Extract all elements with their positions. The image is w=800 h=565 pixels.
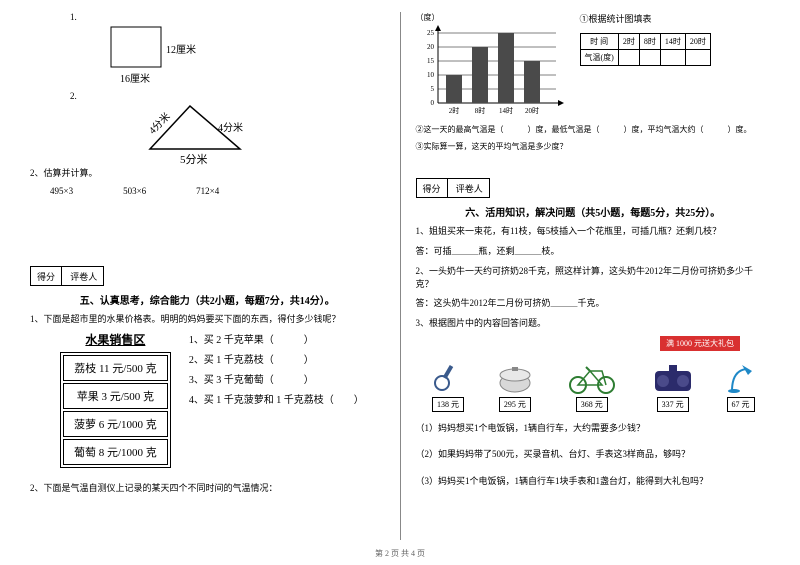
- tc-2: 14时: [660, 34, 685, 50]
- q6-1: 1、姐姐买来一束花，有11枝，每5枝插入一个花瓶里，可插几瓶？还剩几枝？: [416, 225, 771, 238]
- cooker-price: 295 元: [499, 397, 531, 412]
- svg-text:20时: 20时: [525, 106, 539, 115]
- grader-label: 评卷人: [450, 179, 489, 197]
- chart-ylabel: （度）: [416, 12, 566, 23]
- svg-text:5: 5: [430, 85, 434, 93]
- radio-price: 337 元: [657, 397, 689, 412]
- left-column: 1. 12厘米 16厘米 2. 4分米 4分米 5分米 2、估算并计算。: [30, 12, 400, 540]
- item-bike: 368 元: [564, 359, 620, 412]
- svg-text:2时: 2时: [448, 106, 459, 115]
- est-title: 2、估算并计算。: [30, 167, 385, 180]
- bike-price: 368 元: [576, 397, 608, 412]
- gift-banner: 满 1000 元送大礼包: [660, 336, 740, 351]
- tc-0: 2时: [618, 34, 639, 50]
- cooker-icon: [495, 359, 535, 395]
- sub3: （3）妈妈买1个电饭锅，1辆自行车1块手表和1盏台灯，能得到大礼包吗？: [416, 475, 771, 488]
- svg-text:0: 0: [430, 99, 434, 107]
- score-box: 得分 评卷人: [30, 266, 104, 286]
- items-row: 138 元 295 元 368 元: [416, 359, 771, 412]
- fruit-header: 水果销售区: [60, 331, 171, 348]
- fruit-table: 荔枝 11 元/500 克 苹果 3 元/500 克 菠萝 6 元/1000 克…: [60, 352, 171, 468]
- temp-table: 时 间 2时 8时 14时 20时 气温(度): [580, 33, 711, 66]
- th-temp: 气温(度): [580, 50, 618, 66]
- buy-1: 2、买 1 千克荔枝（ ）: [189, 351, 364, 371]
- q5-2: 2、下面是气温自测仪上记录的某天四个不同时间的气温情况：: [30, 482, 385, 495]
- a6-1: 答：可插＿＿＿瓶，还剩＿＿＿枝。: [416, 244, 771, 257]
- svg-text:20: 20: [427, 43, 435, 51]
- bike-icon: [564, 359, 620, 395]
- est2: 503×6: [123, 186, 146, 196]
- est1: 495×3: [50, 186, 73, 196]
- bar-chart-svg: 25 20 15 10 5 0: [416, 23, 566, 118]
- blank-cell[interactable]: [639, 50, 660, 66]
- right-column: （度） 25 20 15 10 5: [400, 12, 771, 540]
- q5-1: 1、下面是超市里的水果价格表。明明的妈妈要买下面的东西，得付多少钱呢？: [30, 313, 385, 326]
- svg-text:10: 10: [427, 71, 435, 79]
- grader-label: 评卷人: [64, 267, 103, 285]
- chart-row: （度） 25 20 15 10 5: [416, 12, 771, 118]
- fruit-row-2: 菠萝 6 元/1000 克: [63, 411, 168, 437]
- fruit-row-0: 荔枝 11 元/500 克: [63, 355, 168, 381]
- blank-cell[interactable]: [660, 50, 685, 66]
- fruit-row-3: 葡萄 8 元/1000 克: [63, 439, 168, 465]
- page: 1. 12厘米 16厘米 2. 4分米 4分米 5分米 2、估算并计算。: [0, 0, 800, 540]
- rectangle-shape: [110, 26, 170, 70]
- lamp-icon: [726, 359, 756, 395]
- buy-3: 4、买 1 千克菠萝和 1 千克荔枝（ ）: [189, 391, 364, 411]
- svg-text:14时: 14时: [499, 106, 513, 115]
- gift-wrap: 满 1000 元送大礼包: [416, 336, 741, 355]
- rect-height-label: 12厘米: [166, 41, 196, 56]
- sub1: （1）妈妈想买1个电饭锅，1辆自行车，大约需要多少钱？: [416, 422, 771, 435]
- item-cooker: 295 元: [495, 359, 535, 412]
- note3: ③实际算一算，这天的平均气温是多少度？: [416, 141, 771, 152]
- q6-2: 2、一头奶牛一天约可挤奶28千克，照这样计算，这头奶牛2012年二月份可挤奶多少…: [416, 265, 771, 290]
- buy-list: 1、买 2 千克苹果（ ） 2、买 1 千克荔枝（ ） 3、买 3 千克葡萄（ …: [189, 331, 364, 411]
- bar-chart: （度） 25 20 15 10 5: [416, 12, 566, 118]
- score-row-6: 得分 评卷人: [416, 178, 771, 198]
- item-radio: 337 元: [649, 359, 697, 412]
- section5-title: 五、认真思考，综合能力（共2小题，每题7分，共14分）。: [30, 292, 385, 307]
- blank-cell[interactable]: [618, 50, 639, 66]
- lamp-price: 67 元: [727, 397, 755, 412]
- fruit-row-1: 苹果 3 元/500 克: [63, 383, 168, 409]
- blank-cell[interactable]: [685, 50, 710, 66]
- shape1-num: 1.: [70, 12, 77, 22]
- svg-text:15: 15: [427, 57, 435, 65]
- q6-3: 3、根据图片中的内容回答问题。: [416, 317, 771, 330]
- item-lamp: 67 元: [726, 359, 756, 412]
- shape2-num: 2.: [70, 91, 77, 101]
- tc-1: 8时: [639, 34, 660, 50]
- a6-2: 答：这头奶牛2012年二月份可挤奶＿＿＿千克。: [416, 296, 771, 309]
- sub2: （2）如果妈妈带了500元，买录音机、台灯、手表这3样商品，够吗？: [416, 448, 771, 461]
- buy-2: 3、买 3 千克葡萄（ ）: [189, 371, 364, 391]
- item-watch: 138 元: [430, 359, 466, 412]
- tri-side-b: 4分米: [218, 119, 243, 134]
- score-label: 得分: [31, 267, 62, 285]
- radio-icon: [649, 359, 697, 395]
- svg-text:8时: 8时: [474, 106, 485, 115]
- fruit-table-wrap: 水果销售区 荔枝 11 元/500 克 苹果 3 元/500 克 菠萝 6 元/…: [60, 331, 171, 468]
- section6-title: 六、活用知识，解决问题（共5小题，每题5分，共25分）。: [416, 204, 771, 219]
- score-box: 得分 评卷人: [416, 178, 490, 198]
- shape1-block: 1. 12厘米 16厘米: [70, 12, 385, 85]
- watch-icon: [430, 359, 466, 395]
- est-row: 495×3 503×6 712×4: [50, 186, 385, 196]
- est3: 712×4: [196, 186, 219, 196]
- tc-3: 20时: [685, 34, 710, 50]
- watch-price: 138 元: [432, 397, 464, 412]
- rect-width-label: 16厘米: [120, 70, 385, 85]
- note2: ②这一天的最高气温是（ ）度，最低气温是（ ）度，平均气温大约（ ）度。: [416, 124, 771, 135]
- score-row-5: 得分 评卷人: [30, 266, 385, 286]
- shape2-block: 2. 4分米 4分米 5分米: [70, 91, 385, 161]
- chart-title: ①根据统计图填表: [580, 12, 711, 25]
- svg-text:25: 25: [427, 29, 435, 37]
- th-time: 时 间: [580, 34, 618, 50]
- page-footer: 第 2 页 共 4 页: [0, 548, 800, 559]
- fruit-row: 水果销售区 荔枝 11 元/500 克 苹果 3 元/500 克 菠萝 6 元/…: [60, 331, 385, 468]
- buy-0: 1、买 2 千克苹果（ ）: [189, 331, 364, 351]
- tri-side-c: 5分米: [180, 151, 208, 167]
- score-label: 得分: [417, 179, 448, 197]
- chart-right-side: ①根据统计图填表 时 间 2时 8时 14时 20时 气温(度): [580, 12, 711, 118]
